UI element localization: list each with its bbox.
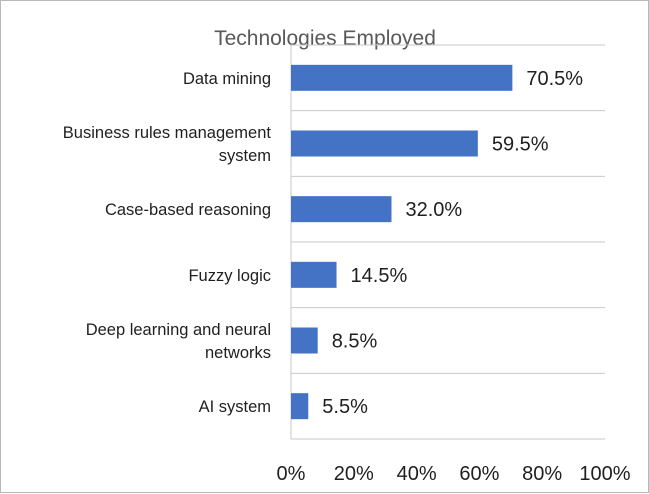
data-label: 70.5%	[526, 68, 583, 90]
x-tick-labels: 0% 20% 40% 60% 80% 100%	[277, 463, 631, 485]
bar	[291, 261, 337, 288]
x-tick-label: 60%	[459, 463, 499, 485]
data-label: 14.5%	[351, 265, 408, 287]
bar	[291, 327, 318, 354]
data-labels: 70.5% 59.5% 32.0% 14.5% 8.5% 5.5%	[322, 68, 583, 418]
bar	[291, 196, 392, 223]
category-label: Data mining	[183, 70, 271, 88]
category-labels: Data mining Business rules management syst…	[63, 70, 272, 416]
data-label: 59.5%	[492, 134, 549, 156]
bar	[291, 130, 478, 157]
data-label: 5.5%	[322, 396, 368, 418]
category-label: Deep learning and neural	[86, 321, 271, 339]
category-label: networks	[205, 344, 271, 362]
data-label: 8.5%	[332, 331, 378, 353]
x-tick-label: 80%	[522, 463, 562, 485]
category-label: system	[219, 147, 271, 165]
chart-title: Technologies Employed	[214, 27, 436, 50]
x-tick-label: 20%	[334, 463, 374, 485]
data-label: 32.0%	[405, 199, 462, 221]
x-tick-label: 0%	[277, 463, 306, 485]
x-tick-label: 100%	[579, 463, 630, 485]
grid-lines	[290, 44, 605, 440]
category-label: Case-based reasoning	[105, 201, 271, 219]
x-tick-label: 40%	[397, 463, 437, 485]
bar	[291, 393, 309, 420]
bars	[291, 64, 513, 420]
category-label: Business rules management	[63, 124, 272, 142]
bar	[291, 64, 513, 91]
category-label: Fuzzy logic	[188, 267, 271, 285]
category-label: AI system	[199, 398, 271, 416]
